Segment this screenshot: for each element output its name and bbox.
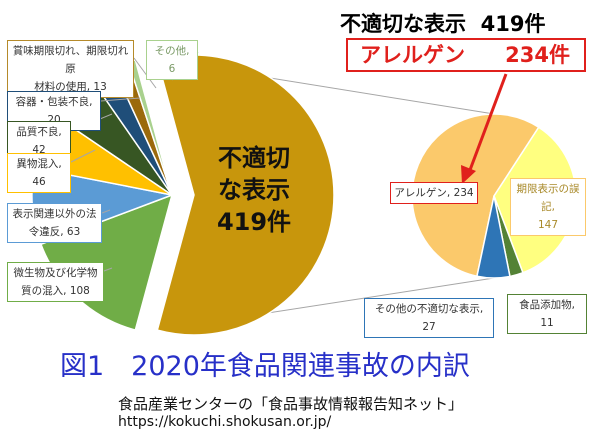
main-slice-0 <box>156 54 335 336</box>
header-total-label: 不適切な表示 <box>340 12 466 36</box>
label-allergen: アレルゲン, 234 <box>390 182 478 204</box>
arrow-shaft <box>468 73 508 171</box>
source-line-1: 食品産業センターの「食品事故情報報告知ネット」 <box>118 395 464 413</box>
leader-line-5 <box>101 209 111 214</box>
allergen-arrow <box>461 73 508 184</box>
main-slice-label-improper: 不適切 な表示 419件 <box>196 142 312 238</box>
label-food-additive: 食品添加物, 11 <box>507 294 587 334</box>
source-url: https://kokuchi.shokusan.or.jp/ <box>118 414 332 430</box>
header-allergen-value: 234件 <box>505 43 570 67</box>
center-label-line3: 419件 <box>216 208 292 236</box>
label-microbe: 微生物及び化学物 質の混入, 108 <box>7 262 104 302</box>
leader-line-2 <box>100 97 141 102</box>
sub-slice-3 <box>476 195 511 279</box>
header-total-value: 419件 <box>480 12 546 36</box>
leader-line-4 <box>70 149 96 163</box>
label-expired-ingredient: 賞味期限切れ、期限切れ原 材料の使用, 13 <box>7 40 134 98</box>
header-total: 不適切な表示 419件 <box>340 8 545 38</box>
figure-title: 図1 2020年食品関連事故の内訳 <box>60 351 470 382</box>
center-label-line2: な表示 <box>218 176 290 204</box>
label-display-law: 表示関連以外の法 令違反, 63 <box>7 203 102 243</box>
label-foreign: 異物混入, 46 <box>7 153 71 193</box>
arrow-head <box>461 165 476 184</box>
header-allergen-label: アレルゲン <box>360 43 465 67</box>
label-other: その他, 6 <box>146 40 198 80</box>
leader-line-0 <box>133 57 157 89</box>
label-other-improper: その他の不適切な表示, 27 <box>364 298 494 338</box>
center-label-line1: 不適切 <box>218 144 290 172</box>
label-expiry: 期限表示の誤記, 147 <box>510 178 586 236</box>
header-allergen-box: アレルゲン 234件 <box>346 38 586 72</box>
leader-line-6 <box>103 267 113 272</box>
